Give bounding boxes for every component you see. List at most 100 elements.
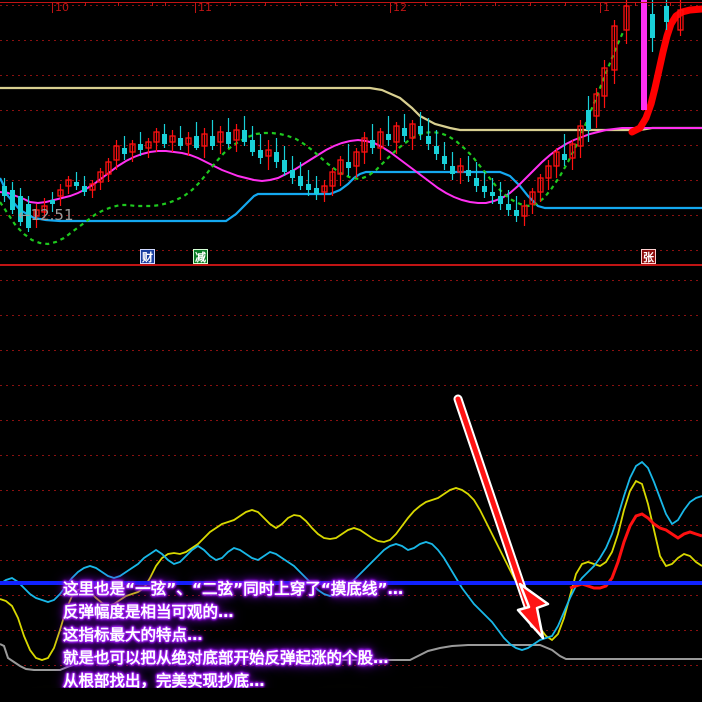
gridline-6 <box>0 215 702 216</box>
candle <box>650 0 655 52</box>
gridline-5 <box>0 455 702 456</box>
candle <box>282 146 287 176</box>
candle <box>178 126 183 150</box>
candle <box>611 20 618 84</box>
candle <box>113 140 120 170</box>
candle <box>426 118 431 150</box>
candle <box>577 120 584 158</box>
gridline-4 <box>0 145 702 146</box>
candle <box>457 158 464 184</box>
line-red-series <box>569 512 702 590</box>
candle <box>361 132 368 164</box>
panel-separator <box>0 264 702 266</box>
axis-tick-minor-0 <box>85 2 86 6</box>
candle <box>74 172 79 190</box>
candle <box>250 126 255 156</box>
axis-tick-major-0 <box>52 2 53 13</box>
axis-tick-minor-12 <box>565 2 566 6</box>
candle <box>105 158 112 182</box>
gridline-7 <box>0 525 702 526</box>
candle <box>2 178 7 202</box>
candle <box>145 138 152 158</box>
candle <box>664 0 669 30</box>
candle <box>370 124 375 154</box>
candle <box>586 96 591 142</box>
candle <box>553 148 560 178</box>
candle <box>153 128 160 152</box>
candle <box>65 176 72 194</box>
axis-label-11: 11 <box>198 1 212 14</box>
candle <box>321 180 328 202</box>
annotation-line-2: 反弹幅度是相当可观的… <box>63 603 234 621</box>
candle <box>41 198 48 218</box>
candle <box>26 196 31 232</box>
candle <box>482 172 487 198</box>
candle <box>138 132 143 156</box>
gridline-0 <box>0 5 702 6</box>
candlestick-series <box>2 0 684 232</box>
indicator-panel[interactable]: 这里也是“一弦”、“二弦”同时上穿了“摸底线”… 反弹幅度是相当可观的… 这指标最大… <box>0 266 702 688</box>
candle <box>10 182 15 214</box>
axis-tick-major-2 <box>390 2 391 13</box>
signal-jian[interactable]: 减 <box>193 249 208 264</box>
annotation-line-4: 就是也可以把从绝对底部开始反弹起涨的个股… <box>63 649 389 667</box>
signal-cai[interactable]: 财 <box>140 249 155 264</box>
axis-tick-minor-14 <box>670 2 671 6</box>
candle <box>82 176 87 196</box>
candle <box>290 156 295 184</box>
candle <box>226 118 231 148</box>
candle <box>122 136 127 160</box>
candle <box>506 190 511 216</box>
candle <box>57 184 64 206</box>
candle <box>409 120 416 150</box>
gridline-4 <box>0 420 702 421</box>
signal-zhang[interactable]: 张 <box>641 249 656 264</box>
price-label: ←12.51 <box>18 206 74 224</box>
axis-tick-major-1 <box>195 2 196 13</box>
candle <box>529 188 536 214</box>
axis-label-12: 12 <box>393 1 407 14</box>
candle <box>466 156 471 182</box>
candle <box>514 196 519 222</box>
candle <box>377 128 384 160</box>
axis-tick-minor-2 <box>152 2 153 6</box>
axis-label-10: 10 <box>55 1 69 14</box>
candle <box>386 116 391 146</box>
candle <box>274 138 279 168</box>
axis-tick-minor-8 <box>425 2 426 6</box>
axis-tick-minor-3 <box>165 2 166 6</box>
annotation-line-3: 这指标最大的特点… <box>63 626 203 644</box>
axis-label-1: 1 <box>603 1 610 14</box>
candle <box>418 112 423 140</box>
candle <box>601 60 608 108</box>
axis-tick-minor-7 <box>335 2 336 6</box>
axis-tick-minor-6 <box>300 2 301 6</box>
gridline-8 <box>0 560 702 561</box>
candle <box>306 170 311 196</box>
candle <box>97 168 104 190</box>
candle <box>569 140 576 170</box>
candle <box>498 182 503 210</box>
candle <box>18 188 23 226</box>
candle <box>490 178 495 204</box>
gridline-2 <box>0 75 702 76</box>
candle <box>217 126 224 154</box>
axis-tick-major-3 <box>600 2 601 13</box>
gridline-2 <box>0 350 702 351</box>
annotation-line-5: 从根部找出，完美实现抄底… <box>63 672 265 688</box>
candle <box>593 88 600 128</box>
axis-tick-minor-11 <box>530 2 531 6</box>
candle <box>434 130 439 160</box>
axis-tick-minor-4 <box>230 2 231 6</box>
candle <box>393 122 400 154</box>
candle <box>33 204 40 228</box>
line-yellow-series <box>0 479 702 661</box>
candle <box>314 176 319 200</box>
price-chart-panel[interactable]: ←12.51 财 减 张 <box>0 0 702 265</box>
gridline-11 <box>0 665 702 666</box>
gridline-0 <box>0 280 702 281</box>
candle <box>89 180 96 198</box>
axis-tick-minor-13 <box>635 2 636 6</box>
candle <box>194 122 199 150</box>
